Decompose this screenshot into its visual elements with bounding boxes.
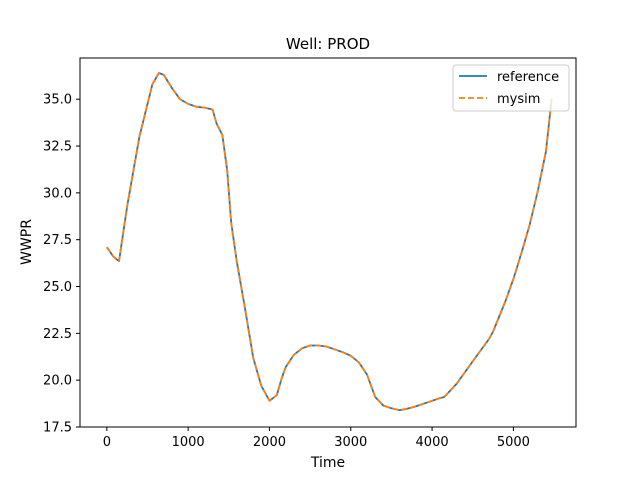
x-tick-label: 4000 bbox=[416, 435, 449, 450]
y-tick-label: 22.5 bbox=[43, 327, 72, 342]
chart-title: Well: PROD bbox=[286, 35, 370, 53]
y-tick-label: 35.0 bbox=[43, 93, 72, 108]
series-layer bbox=[106, 72, 553, 412]
y-axis-label: WWPR bbox=[19, 219, 35, 265]
x-axis-ticks: 0 1000 2000 3000 4000 5000 bbox=[103, 427, 530, 450]
plot-frame bbox=[79, 57, 577, 428]
x-tick-label: 1000 bbox=[172, 435, 205, 450]
y-tick-label: 27.5 bbox=[43, 233, 72, 248]
legend-label-mysim: mysim bbox=[497, 92, 540, 107]
y-tick-label: 25.0 bbox=[43, 280, 72, 295]
y-tick-label: 30.0 bbox=[43, 186, 72, 201]
y-tick-label: 20.0 bbox=[43, 374, 72, 389]
legend: reference mysim bbox=[452, 64, 570, 112]
x-tick-label: 5000 bbox=[497, 435, 530, 450]
y-tick-label: 17.5 bbox=[43, 421, 72, 436]
x-tick-label: 3000 bbox=[334, 435, 367, 450]
plot-area bbox=[80, 58, 576, 427]
x-tick-label: 2000 bbox=[253, 435, 286, 450]
x-tick-label: 0 bbox=[103, 435, 111, 450]
x-axis-label: Time bbox=[310, 455, 345, 471]
y-tick-label: 32.5 bbox=[43, 140, 72, 155]
legend-label-reference: reference bbox=[497, 70, 559, 85]
series-line-mysim bbox=[106, 72, 553, 412]
y-axis-ticks: 17.5 20.0 22.5 25.0 27.5 30.0 32.5 35.0 bbox=[43, 93, 80, 436]
